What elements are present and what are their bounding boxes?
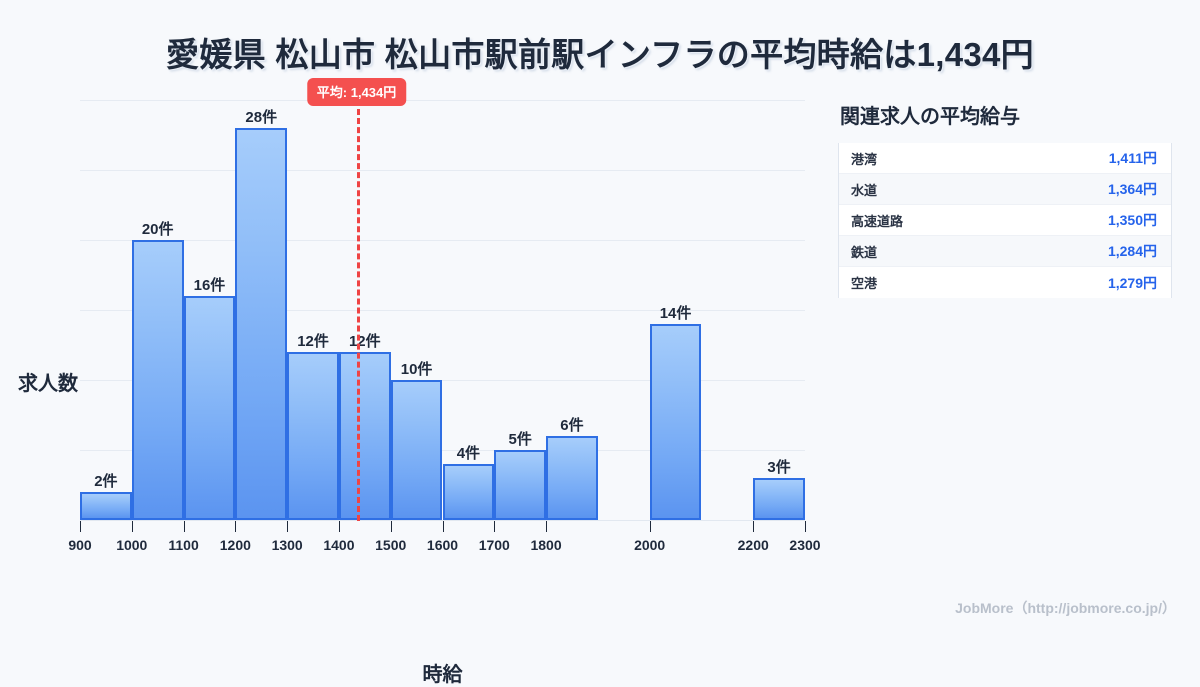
bar[interactable] (80, 492, 132, 520)
related-salary-value: 1,364円 (1107, 181, 1157, 197)
bar-value-label: 3件 (767, 459, 791, 476)
x-axis-tick (183, 521, 185, 532)
average-badge: 平均: 1,434円 (306, 78, 407, 106)
bar-value-label: 14件 (659, 305, 692, 322)
related-salary-value: 1,411円 (1108, 150, 1157, 166)
bar-value-label: 20件 (141, 221, 174, 238)
gridline (80, 240, 805, 241)
x-axis-tick (649, 521, 651, 532)
bar-value-label: 6件 (560, 417, 584, 434)
chart-page: 愛媛県 松山市 松山市駅前駅インフラの平均時給は1,434円 求人数 2件 20件… (0, 36, 1176, 686)
bar-value-label: 5件 (508, 431, 532, 448)
footer-credit: JobMore（http://jobmore.co.jp/） (955, 600, 1176, 616)
bar[interactable] (131, 240, 184, 520)
page-title: 愛媛県 松山市 松山市駅前駅インフラの平均時給は1,434円 (166, 36, 1034, 73)
x-axis-title: 時給 (422, 664, 463, 686)
y-axis-title: 求人数 (18, 373, 78, 395)
x-axis-tick (390, 521, 392, 532)
related-salary-name: 水道 (851, 182, 878, 198)
related-salary-value: 1,350円 (1107, 212, 1157, 228)
related-salary-name: 高速道路 (851, 213, 904, 229)
bar[interactable] (494, 450, 547, 520)
x-axis-tick (546, 521, 548, 532)
x-axis-tick (131, 521, 133, 532)
bar[interactable] (390, 380, 443, 520)
related-salary-value: 1,284円 (1107, 243, 1157, 259)
bar[interactable] (649, 324, 702, 520)
bar[interactable] (753, 478, 805, 520)
average-line (356, 100, 360, 521)
x-axis-tick (494, 521, 496, 532)
related-salary-panel: 関連求人の平均給与 港湾 1,411円水道 1,364円高速道路 1,350円鉄道 1,… (838, 100, 1172, 298)
x-axis-tick (753, 521, 755, 532)
bar-value-label: 10件 (400, 361, 433, 378)
table-row[interactable]: 空港 1,279円 (839, 267, 1171, 298)
related-salary-name: 港湾 (851, 151, 878, 167)
x-axis-tick (442, 521, 444, 532)
bar-value-label: 16件 (193, 277, 226, 294)
gridline (80, 170, 805, 171)
x-axis-tick-label: 1500 (375, 537, 407, 553)
plot-area: 2件 20件 16件 28件 12件 12件 10件 4件 5件 6件 14件 3件 900 1000 1… (68, 78, 821, 600)
x-axis-tick-label: 2000 (634, 537, 666, 553)
bar-value-label: 4件 (456, 445, 481, 462)
x-axis-tick (80, 521, 81, 532)
x-axis-tick (338, 521, 340, 532)
bar[interactable] (235, 128, 288, 520)
bar-series: 2件 20件 16件 28件 12件 12件 10件 4件 5件 6件 14件 3件 (80, 100, 805, 521)
table-row[interactable]: 鉄道 1,284円 (839, 236, 1171, 267)
table-row[interactable]: 高速道路 1,350円 (839, 205, 1171, 236)
gridline (80, 310, 805, 311)
bar-value-label: 2件 (94, 473, 118, 490)
bar[interactable] (338, 352, 391, 520)
x-axis-tick (287, 521, 289, 532)
bar[interactable] (287, 352, 339, 520)
related-salary-value: 1,279円 (1107, 274, 1157, 291)
x-axis-tick-label: 1300 (271, 537, 303, 553)
x-axis-tick-label: 1800 (530, 537, 562, 553)
x-axis-tick (235, 521, 237, 532)
bar[interactable] (183, 296, 236, 520)
related-salary-name: 空港 (851, 276, 878, 291)
gridline (80, 100, 805, 101)
x-axis-tick-label: 1700 (478, 537, 510, 553)
x-axis-tick-label: 1000 (116, 537, 148, 553)
x-axis-tick-label: 2200 (737, 537, 769, 553)
bar-value-label: 12件 (297, 333, 329, 350)
x-axis-tick-label: 2300 (789, 537, 821, 553)
x-axis-tick (805, 521, 806, 532)
bar[interactable] (442, 464, 495, 520)
axis-baseline (80, 520, 805, 521)
bar-value-label: 12件 (348, 333, 381, 350)
bar-value-label: 28件 (245, 109, 278, 126)
histogram-chart: 求人数 2件 20件 16件 28件 12件 12件 10件 4件 5件 6件 14件 3件 900 1… (0, 78, 830, 686)
related-salary-table: 港湾 1,411円水道 1,364円高速道路 1,350円鉄道 1,284円空港 1,27… (838, 143, 1172, 298)
x-axis-tick-label: 1100 (168, 537, 199, 553)
table-row[interactable]: 水道 1,364円 (839, 174, 1171, 205)
x-axis-tick-label: 1600 (426, 537, 459, 553)
x-axis-tick-label: 1400 (323, 537, 355, 553)
gridline (80, 450, 805, 451)
related-salary-name: 鉄道 (851, 244, 878, 260)
table-row[interactable]: 港湾 1,411円 (839, 143, 1171, 174)
bar[interactable] (546, 436, 598, 520)
x-axis-tick-label: 900 (68, 537, 92, 553)
related-salary-title: 関連求人の平均給与 (840, 106, 1020, 128)
x-axis-tick-label: 1200 (219, 537, 251, 553)
gridline (80, 380, 805, 381)
